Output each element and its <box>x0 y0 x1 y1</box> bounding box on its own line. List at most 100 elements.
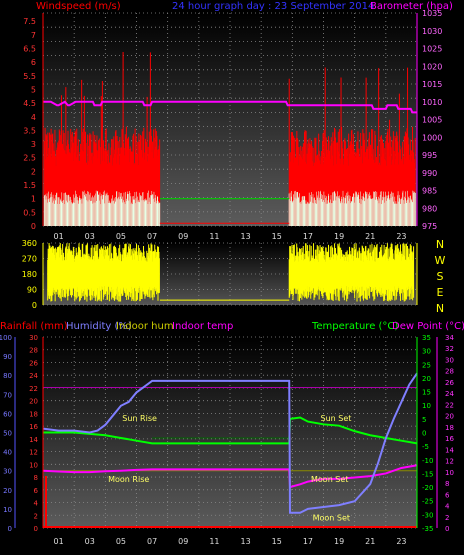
sun-moon-label: Moon Set <box>311 475 348 484</box>
dew-point-tick-label: 32 <box>445 345 454 353</box>
direction-tick-label: 270 <box>22 255 37 264</box>
humidity-line <box>42 372 418 514</box>
hour-tick-label: 05 <box>116 537 126 546</box>
dew-point-tick-label: 28 <box>445 368 454 376</box>
legend-dew-point: Dew Point (°C) <box>392 321 464 332</box>
rainfall-tick-label: 8 <box>34 474 38 482</box>
temperature-tick-label: 20 <box>422 375 431 383</box>
direction-tick-label: 90 <box>27 286 37 295</box>
sun-moon-label: Moon Rise <box>108 475 149 484</box>
rainfall-tick-label: 28 <box>29 347 38 355</box>
wind-tick-label: 6.5 <box>23 45 36 54</box>
temperature-tick-label: -20 <box>422 484 433 492</box>
rainfall-tick-label: 16 <box>29 423 38 431</box>
hour-tick-label: 13 <box>240 232 250 241</box>
graph-date-title: 24 hour graph day : 23 September 2014 <box>172 1 374 12</box>
hour-tick-label: 19 <box>334 537 344 546</box>
dew-point-tick-label: 8 <box>445 480 449 488</box>
wind-tick-label: 1.5 <box>23 181 36 190</box>
temperature-tick-label: 5 <box>422 416 426 424</box>
humidity-tick-label: 10 <box>3 506 12 514</box>
direction-tick-label: 0 <box>32 301 37 310</box>
legend-indoor-temp: Indoor temp <box>172 321 233 332</box>
wind-tick-label: 2.5 <box>23 154 36 163</box>
temperature-panel-background <box>43 337 417 528</box>
wind-tick-label: 2 <box>31 167 36 176</box>
wind-tick-label: 6 <box>31 58 36 67</box>
barometer-tick-label: 1010 <box>422 98 442 107</box>
humidity-tick-label: 40 <box>3 449 12 457</box>
temperature-tick-label: 35 <box>422 334 431 342</box>
dew-point-tick-label: 24 <box>445 390 454 398</box>
sun-moon-label: Sun Set <box>321 414 352 423</box>
hour-tick-label: 11 <box>209 232 219 241</box>
rainfall-tick-label: 14 <box>29 436 38 444</box>
dew-point-tick-label: 4 <box>445 503 450 511</box>
rainfall-tick-label: 22 <box>29 385 38 393</box>
hour-tick-label: 03 <box>85 232 95 241</box>
rainfall-tick-label: 10 <box>29 461 38 469</box>
temperature-tick-label: -30 <box>422 511 433 519</box>
dew-point-tick-label: 10 <box>445 469 454 477</box>
compass-label: S <box>437 270 444 283</box>
hour-tick-label: 01 <box>53 232 63 241</box>
temperature-tick-label: 25 <box>422 361 431 369</box>
wind-tick-label: 0 <box>31 222 36 231</box>
humidity-tick-label: 30 <box>3 468 12 476</box>
temperature-tick-label: -10 <box>422 457 433 465</box>
dew-point-tick-label: 26 <box>445 379 454 387</box>
wind-tick-label: 3 <box>31 140 36 149</box>
hour-tick-label: 07 <box>147 537 157 546</box>
temperature-tick-label: 30 <box>422 348 431 356</box>
legend-humidity: Humidity (%) <box>66 321 132 332</box>
wind-tick-label: 5.5 <box>23 72 36 81</box>
compass-label: W <box>435 254 446 267</box>
legend-indoor-hum: Indoor hum <box>116 321 174 332</box>
barometer-tick-label: 1000 <box>422 133 442 142</box>
temperature-tick-label: 0 <box>422 430 426 438</box>
hour-tick-label: 17 <box>303 537 313 546</box>
wind-tick-label: 7 <box>31 31 36 40</box>
dew-point-tick-label: 14 <box>445 446 454 454</box>
temperature-tick-label: -5 <box>422 443 429 451</box>
dew-point-tick-label: 6 <box>445 491 450 499</box>
humidity-tick-label: 20 <box>3 487 12 495</box>
humidity-tick-label: 70 <box>3 391 12 399</box>
rainfall-tick-label: 30 <box>29 334 38 342</box>
wind-tick-label: 3.5 <box>23 126 36 135</box>
sun-moon-label: Sun Rise <box>122 414 157 423</box>
rainfall-tick-label: 6 <box>34 487 39 495</box>
rainfall-tick-label: 4 <box>34 500 39 508</box>
rainfall-tick-label: 2 <box>34 512 38 520</box>
hour-tick-label: 21 <box>365 537 375 546</box>
compass-label: E <box>437 286 444 299</box>
humidity-tick-label: 60 <box>3 410 12 418</box>
direction-panel-marks <box>47 243 415 302</box>
wind-hour-labels: 01 03 05 07 09 11 13 15 17 19 21 23 <box>53 232 406 241</box>
dew-point-tick-label: 22 <box>445 401 454 409</box>
rainfall-tick-label: 26 <box>29 359 38 367</box>
barometer-tick-label: 975 <box>422 222 437 231</box>
dew-point-tick-label: 18 <box>445 424 454 432</box>
direction-tick-label: 360 <box>22 239 37 248</box>
temperature-panel-marks <box>42 372 418 528</box>
hour-tick-label: 23 <box>396 232 406 241</box>
hour-tick-label: 23 <box>396 537 406 546</box>
temperature-tick-label: -25 <box>422 498 433 506</box>
dew-point-tick-label: 30 <box>445 356 454 364</box>
temperature-hour-labels: 01 03 05 07 09 11 13 15 17 19 21 23 <box>53 537 406 546</box>
hour-tick-label: 05 <box>116 232 126 241</box>
wind-tick-label: 1 <box>31 195 36 204</box>
hour-tick-label: 01 <box>53 537 63 546</box>
barometer-axis-title: Barometer (hpa) <box>370 1 453 12</box>
barometer-tick-label: 1030 <box>422 27 442 36</box>
barometer-tick-label: 980 <box>422 204 437 213</box>
wind-tick-label: 4.5 <box>23 99 36 108</box>
barometer-line <box>43 100 417 114</box>
rainfall-tick-label: 18 <box>29 410 38 418</box>
